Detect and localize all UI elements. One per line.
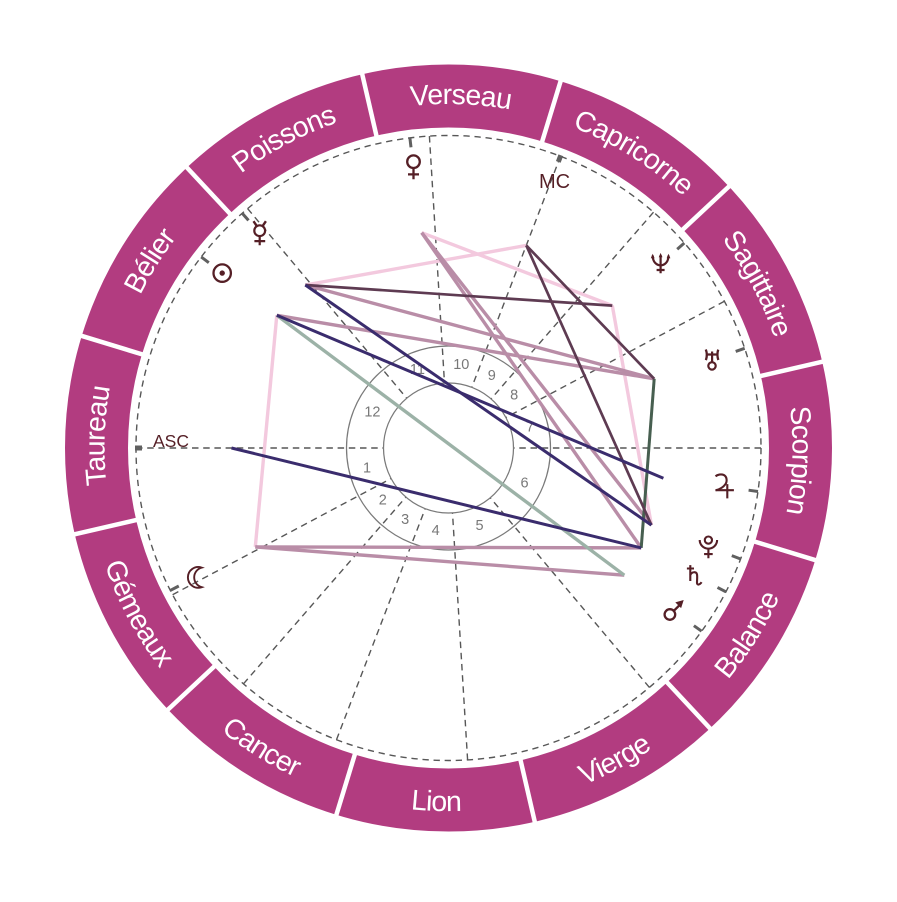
svg-text:4: 4 xyxy=(432,523,440,539)
svg-text:Taureau: Taureau xyxy=(79,384,116,487)
svg-text:2: 2 xyxy=(379,492,387,508)
svg-text:5: 5 xyxy=(476,518,484,534)
svg-text:7: 7 xyxy=(526,420,534,436)
svg-text:1: 1 xyxy=(363,460,371,476)
svg-text:6: 6 xyxy=(521,476,529,492)
svg-text:MC: MC xyxy=(539,171,570,193)
svg-text:9: 9 xyxy=(488,368,496,384)
svg-text:Lion: Lion xyxy=(410,784,461,818)
svg-text:10: 10 xyxy=(453,357,469,373)
svg-text:8: 8 xyxy=(510,388,518,404)
svg-text:12: 12 xyxy=(364,405,380,421)
svg-text:3: 3 xyxy=(401,512,409,528)
svg-text:ASC: ASC xyxy=(153,431,189,451)
